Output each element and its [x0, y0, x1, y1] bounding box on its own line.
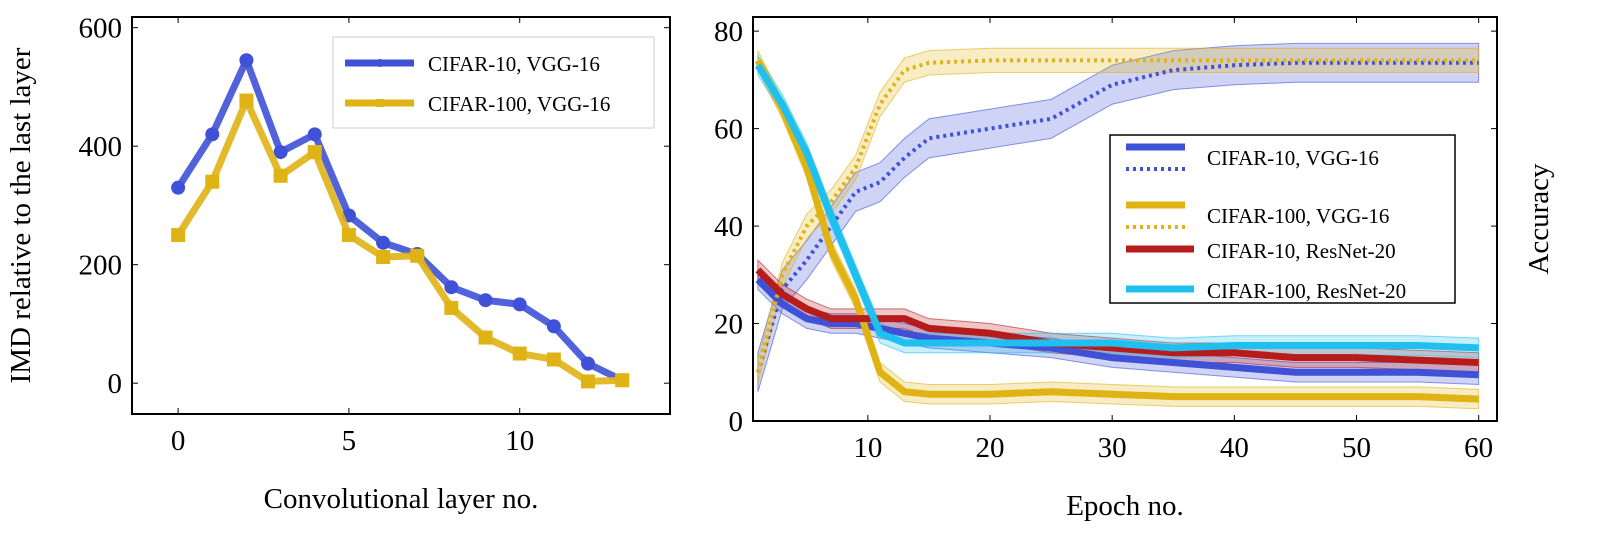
y-tick-label: 80: [714, 16, 743, 48]
legend-label: CIFAR-10, VGG-16: [1207, 146, 1379, 170]
data-point: [205, 174, 220, 189]
x-tick-label: 0: [171, 425, 186, 457]
data-point: [376, 249, 391, 264]
data-point: [581, 356, 596, 371]
data-point: [615, 373, 630, 388]
data-point: [512, 346, 527, 361]
y-tick-label: 20: [714, 309, 743, 341]
data-point: [478, 293, 493, 308]
series-line-2: [754, 58, 1479, 403]
x-tick-label: 10: [505, 425, 534, 457]
series-band-3: [757, 47, 1480, 385]
data-point: [444, 280, 459, 295]
series-band-1: [757, 42, 1480, 392]
data-point: [171, 180, 186, 195]
data-point: [273, 168, 288, 183]
series-line-3: [755, 58, 1479, 373]
y-tick-label: 60: [714, 114, 743, 146]
x-axis-label: Epoch no.: [1066, 490, 1184, 522]
y-axis-label: IMD relative to the last layer: [5, 47, 37, 383]
data-point: [512, 297, 527, 312]
legend: CIFAR-10, VGG-16 CIFAR-100, VGG-16 CIFAR-1…: [1109, 134, 1456, 304]
legend-marker: [376, 99, 384, 107]
plot-frame: [752, 16, 1498, 422]
data-point: [171, 228, 186, 243]
y-tick-label: 40: [714, 211, 743, 243]
chart-imd: 0 5 10 0 200 400 600 Convolutional layer no. IMD…: [5, 13, 671, 515]
legend-marker: [376, 59, 384, 67]
data-point: [307, 127, 322, 142]
legend-label: CIFAR-100, ResNet-20: [1207, 279, 1406, 303]
y-tick-label: 0: [729, 406, 744, 438]
legend-box: [1109, 134, 1456, 304]
y-axis-label: Accuracy: [1523, 163, 1555, 275]
legend-box: [332, 36, 655, 129]
data-point: [376, 235, 391, 250]
chart-accuracy: 10 20 30 40 50 60 0 20 40 60 80 Epoch no. Accuracy CI…: [714, 16, 1555, 522]
legend: CIFAR-10, VGG-16 CIFAR-100, VGG-16: [332, 36, 655, 129]
x-tick-label: 10: [853, 432, 882, 464]
y-tick-label: 200: [79, 250, 123, 282]
x-axis-label: Convolutional layer no.: [264, 483, 539, 515]
data-point: [273, 145, 288, 160]
data-point: [410, 248, 425, 263]
x-tick-label: 30: [1098, 432, 1127, 464]
data-point: [546, 352, 561, 367]
legend-label: CIFAR-10, ResNet-20: [1207, 239, 1396, 263]
series-line-5: [754, 63, 1479, 352]
y-tick-label: 600: [79, 13, 123, 45]
data-point: [239, 53, 254, 68]
x-tick-label: 5: [342, 425, 357, 457]
data-point: [205, 127, 220, 142]
data-point: [478, 330, 493, 345]
x-tick-label: 20: [976, 432, 1005, 464]
data-point: [546, 319, 561, 334]
y-tick-label: 0: [108, 368, 123, 400]
data-point: [341, 228, 356, 243]
legend-label: CIFAR-10, VGG-16: [428, 52, 600, 76]
x-tick-label: 60: [1464, 432, 1493, 464]
plot-frame: [131, 16, 671, 415]
data-point: [444, 300, 459, 315]
legend-label: CIFAR-100, VGG-16: [428, 92, 610, 116]
x-tick-label: 40: [1220, 432, 1249, 464]
y-tick-label: 400: [79, 131, 123, 163]
data-point: [581, 374, 596, 389]
series-line-4: [755, 267, 1479, 367]
data-point: [307, 145, 322, 160]
data-point: [239, 93, 254, 108]
x-tick-label: 50: [1342, 432, 1371, 464]
series-line-1: [175, 97, 623, 385]
legend-label: CIFAR-100, VGG-16: [1207, 204, 1389, 228]
